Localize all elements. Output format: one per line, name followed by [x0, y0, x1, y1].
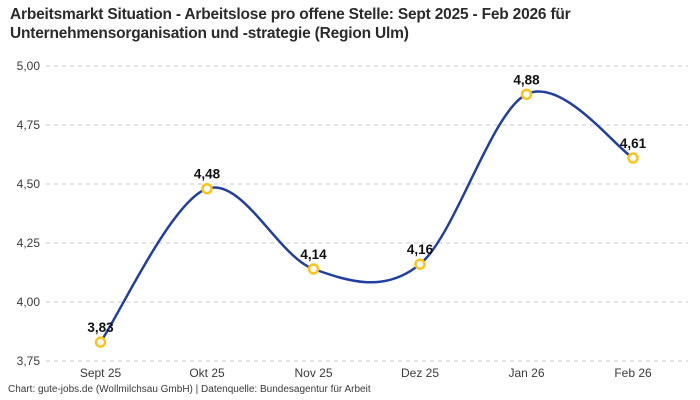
data-line — [99, 90, 635, 344]
data-point-label: 3,83 — [87, 320, 114, 335]
data-point-marker — [201, 182, 213, 195]
data-point-label: 4,61 — [620, 136, 647, 151]
data-point-label: 4,48 — [194, 167, 221, 182]
x-tick-label: Feb 26 — [614, 366, 652, 380]
data-point-marker — [627, 152, 639, 164]
data-point-label: 4,88 — [513, 72, 540, 87]
chart-footer: Chart: gute-jobs.de (Wollmilchsau GmbH) … — [8, 384, 371, 395]
chart-title: Arbeitsmarkt Situation - Arbeitslose pro… — [10, 6, 571, 43]
x-tick-label: Okt 25 — [189, 366, 225, 380]
y-tick-label: 5,00 — [17, 59, 41, 73]
x-tick-label: Jan 26 — [508, 366, 544, 380]
data-point-label: 4,14 — [300, 247, 327, 262]
x-tick-label: Dez 25 — [401, 366, 439, 380]
data-point-marker — [414, 258, 426, 270]
data-point-marker — [307, 263, 320, 275]
data-point-label: 4,16 — [407, 242, 434, 257]
x-tick-label: Nov 25 — [294, 366, 332, 380]
data-point-marker — [520, 88, 533, 101]
y-tick-label: 4,25 — [17, 236, 41, 250]
x-tick-label: Sept 25 — [80, 366, 122, 380]
y-tick-label: 4,00 — [17, 295, 41, 309]
data-point-marker — [94, 336, 107, 348]
y-tick-label: 3,75 — [17, 354, 41, 368]
y-tick-label: 4,50 — [17, 177, 41, 191]
y-tick-label: 4,75 — [17, 118, 41, 132]
